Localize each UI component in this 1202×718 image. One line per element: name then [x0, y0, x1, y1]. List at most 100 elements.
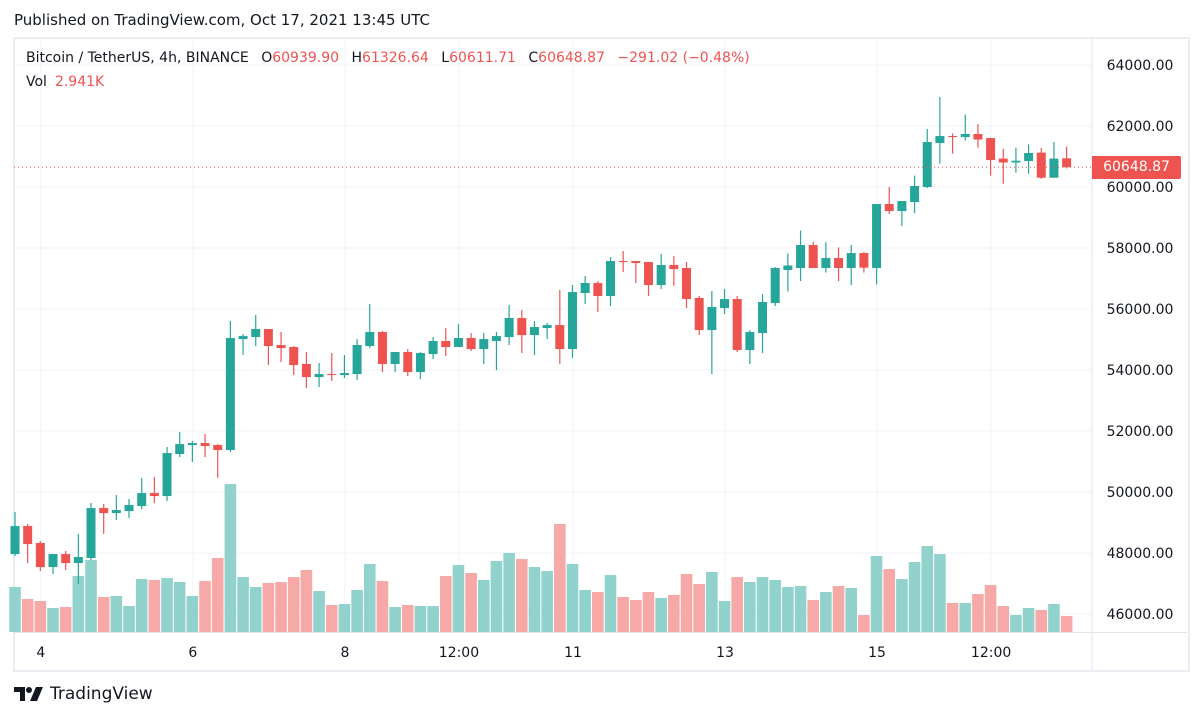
- volume-bar: [820, 591, 832, 632]
- volume-bar: [1035, 609, 1048, 632]
- volume-bar: [731, 576, 743, 632]
- logo-text: TradingView: [50, 684, 153, 704]
- candle: [682, 262, 692, 309]
- volume-bar: [199, 581, 211, 632]
- volume-bar: [921, 546, 934, 632]
- candle: [834, 247, 844, 282]
- price-tick-label: 54000.00: [1107, 363, 1174, 379]
- volume-bar: [300, 569, 313, 632]
- volume-bar: [997, 606, 1010, 632]
- candle: [10, 512, 20, 557]
- change-value: −291.02 (−0.48%): [617, 50, 750, 66]
- volume-bar: [477, 579, 490, 632]
- volume-bar: [807, 599, 820, 632]
- volume-bar: [427, 606, 439, 632]
- price-tick-label: 62000.00: [1107, 119, 1174, 135]
- candle: [720, 289, 730, 315]
- candle-body: [808, 245, 818, 269]
- candle: [301, 352, 311, 389]
- price-tick-label: 48000.00: [1107, 546, 1174, 562]
- candle: [580, 276, 590, 305]
- volume-bar: [1022, 607, 1035, 632]
- low-value: 60611.71: [449, 50, 516, 66]
- volume-bar: [1048, 604, 1060, 632]
- volume-bar: [604, 574, 617, 632]
- candle-body: [251, 329, 261, 338]
- candle-body: [783, 265, 793, 271]
- candle-body: [580, 283, 590, 294]
- volume-bar: [972, 594, 984, 632]
- volume-bar: [224, 484, 237, 632]
- candle-body: [276, 345, 286, 349]
- volume-bar: [237, 576, 249, 632]
- candle: [175, 432, 185, 458]
- candle: [986, 138, 996, 176]
- candle: [263, 329, 273, 366]
- candle-body: [314, 374, 324, 378]
- candle-body: [922, 142, 932, 188]
- volume-bar: [630, 599, 642, 632]
- candle-body: [821, 258, 831, 269]
- candle-body: [555, 325, 565, 350]
- price-tick-label: 64000.00: [1107, 58, 1174, 74]
- candle-body: [301, 364, 311, 378]
- candle: [251, 315, 261, 347]
- time-tick-label: 11: [564, 645, 582, 661]
- candle-body: [758, 302, 768, 334]
- candle-body: [339, 373, 349, 376]
- candle: [542, 323, 552, 340]
- candle: [783, 253, 793, 292]
- candle: [314, 363, 324, 388]
- volume-bar: [744, 581, 756, 632]
- volume-bar: [21, 599, 34, 632]
- candle: [960, 114, 970, 141]
- candle: [187, 441, 197, 463]
- volume-bar: [338, 604, 351, 632]
- volume-bar: [554, 524, 566, 632]
- candle-body: [453, 338, 463, 348]
- candle: [808, 242, 818, 269]
- volume-bar: [858, 614, 870, 632]
- published-caption: Published on TradingView.com, Oct 17, 20…: [14, 11, 431, 29]
- candle: [593, 281, 603, 313]
- time-tick-label: 15: [868, 645, 886, 661]
- volume-bar: [579, 589, 591, 632]
- tradingview-logo-icon: [14, 687, 43, 701]
- candle-body: [327, 374, 337, 376]
- candle-body: [745, 332, 755, 351]
- candle: [365, 304, 375, 349]
- volume-bar: [72, 576, 85, 632]
- candle-body: [669, 265, 679, 270]
- candles: [10, 97, 1072, 585]
- candle-body: [796, 245, 806, 269]
- volume-bar: [794, 586, 807, 632]
- volume-bar: [668, 594, 680, 632]
- candle: [491, 332, 501, 371]
- volume-bar: [110, 596, 123, 632]
- tradingview-logo[interactable]: TradingView: [14, 684, 153, 704]
- volume-bar: [541, 571, 553, 632]
- candle: [466, 333, 476, 352]
- volume-bar: [47, 607, 59, 632]
- volume-bar: [186, 596, 199, 632]
- price-tick-label: 60000.00: [1107, 180, 1174, 196]
- volume-bar: [959, 602, 972, 632]
- symbol-title[interactable]: Bitcoin / TetherUS, 4h, BINANCE: [26, 50, 249, 66]
- candle-body: [998, 158, 1008, 163]
- candle-body: [682, 268, 692, 300]
- candle-body: [23, 526, 33, 545]
- volume-bar: [908, 561, 921, 632]
- candle: [35, 541, 45, 572]
- candle-body: [263, 329, 273, 347]
- candle: [48, 554, 58, 575]
- candle: [238, 334, 248, 356]
- candle: [707, 291, 717, 375]
- volume-bar: [414, 606, 427, 632]
- candle-body: [111, 510, 121, 514]
- candle: [23, 524, 33, 564]
- candle: [73, 534, 83, 585]
- time-tick-label: 8: [340, 645, 349, 661]
- candle-body: [124, 505, 134, 512]
- volume-bar: [769, 579, 781, 632]
